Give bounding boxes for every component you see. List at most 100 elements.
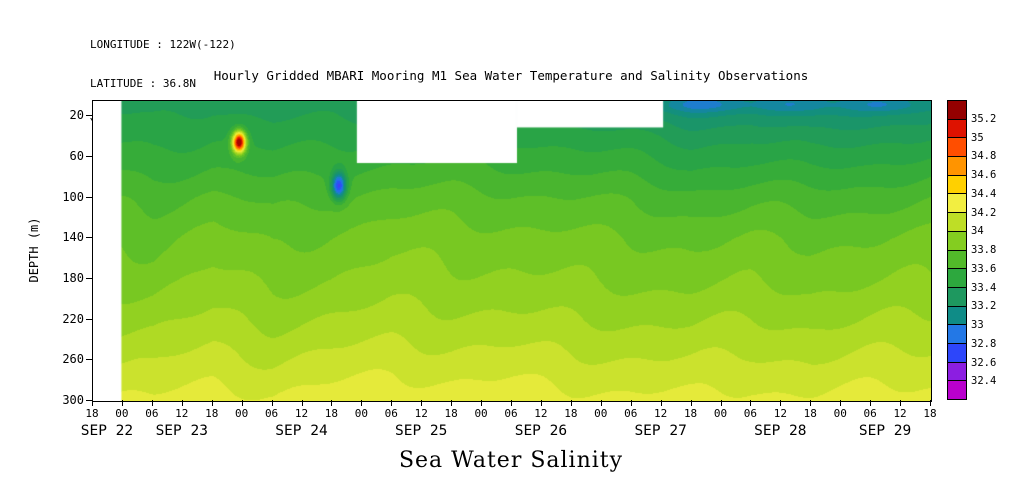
colorbar-tick-label: 34.2	[971, 206, 997, 219]
x-tick-label: 18	[444, 407, 458, 420]
colorbar-tick-label: 34.4	[971, 187, 997, 200]
colorbar-cell	[948, 193, 966, 213]
y-tick-mark	[86, 155, 92, 157]
x-tick-mark	[331, 400, 333, 406]
x-tick-label: 18	[85, 407, 99, 420]
colorbar-cell	[948, 268, 966, 287]
colorbar-cell	[948, 101, 966, 119]
colorbar-cell	[948, 230, 966, 250]
y-tick-label: 220	[62, 311, 84, 326]
x-tick-mark	[361, 400, 363, 406]
x-tick-mark	[780, 400, 782, 406]
x-date-label: SEP 23	[155, 423, 208, 439]
y-axis-label: DEPTH (m)	[27, 217, 41, 283]
colorbar-tick-label: 34	[971, 225, 984, 238]
x-date-label: SEP 22	[80, 423, 134, 439]
x-tick-mark	[870, 400, 872, 406]
x-tick-label: 12	[534, 407, 548, 420]
colorbar-cell	[948, 286, 966, 306]
x-tick-mark	[121, 400, 123, 406]
colorbar-tick-label: 33.8	[971, 244, 997, 256]
x-tick-label: 06	[384, 407, 398, 420]
x-tick-label: 00	[235, 407, 249, 420]
figure-caption: Sea Water Salinity	[398, 448, 624, 473]
x-tick-mark	[930, 400, 931, 406]
y-tick-label: 300	[62, 393, 84, 407]
colorbar-cell	[948, 324, 966, 343]
x-tick-label: 06	[863, 407, 877, 420]
x-tick-mark	[241, 400, 243, 406]
x-tick-mark	[660, 400, 662, 406]
x-tick-mark	[391, 400, 393, 406]
colorbar-tick-label: 33.6	[971, 262, 997, 275]
x-tick-label: 00	[833, 407, 847, 420]
x-tick-label: 00	[354, 407, 368, 420]
colorbar	[947, 100, 967, 400]
colorbar-cell	[948, 212, 966, 231]
colorbar-cell	[948, 137, 966, 157]
colorbar-cell	[948, 342, 966, 362]
y-tick-label: 260	[62, 352, 84, 367]
x-tick-mark	[810, 400, 812, 406]
x-tick-label: 18	[205, 407, 219, 420]
x-tick-mark	[540, 400, 542, 406]
x-tick-label: 06	[145, 407, 159, 420]
x-date-label: SEP 29	[858, 423, 912, 439]
x-tick-label: 12	[414, 407, 428, 420]
x-tick-label: 06	[264, 407, 279, 420]
y-tick-label: 60	[69, 148, 84, 163]
x-tick-mark	[481, 400, 483, 406]
plot-area	[92, 100, 932, 402]
x-tick-mark	[301, 400, 303, 406]
x-tick-mark	[720, 400, 722, 406]
x-tick-label: 00	[115, 407, 129, 420]
latitude-label: LATITUDE : 36.8N	[90, 77, 196, 90]
x-tick-label: 06	[624, 407, 638, 420]
colorbar-tick-label: 35.2	[971, 112, 997, 125]
colorbar-tick-label: 33	[971, 319, 984, 331]
x-tick-label: 18	[564, 407, 578, 420]
x-date-label: SEP 25	[395, 423, 448, 439]
x-tick-mark	[181, 400, 183, 406]
x-date-label: SEP 28	[754, 423, 807, 439]
x-tick-mark	[840, 400, 842, 406]
chart-title: Hourly Gridded MBARI Mooring M1 Sea Wate…	[213, 68, 809, 83]
x-tick-label: 18	[683, 407, 698, 420]
y-tick-mark	[86, 277, 92, 279]
x-tick-mark	[451, 400, 453, 406]
x-tick-label: 00	[474, 407, 488, 420]
colorbar-cell	[948, 118, 966, 138]
x-tick-mark	[92, 400, 93, 406]
x-tick-mark	[900, 400, 902, 406]
y-tick-mark	[86, 237, 92, 239]
colorbar-tick-label: 32.6	[971, 356, 997, 369]
y-tick-mark	[86, 115, 92, 117]
x-tick-mark	[511, 400, 512, 406]
x-tick-label: 12	[893, 407, 907, 420]
x-tick-mark	[421, 400, 423, 406]
colorbar-tick-label: 35	[971, 131, 984, 144]
x-tick-mark	[600, 400, 602, 406]
x-tick-mark	[211, 400, 213, 406]
x-tick-label: 06	[743, 407, 758, 420]
x-date-label: SEP 24	[275, 423, 328, 439]
y-tick-label: 20	[69, 108, 84, 123]
colorbar-cell	[948, 156, 966, 175]
colorbar-tick-label: 34.6	[971, 169, 997, 181]
y-tick-label: 180	[62, 270, 84, 285]
y-tick-label: 140	[62, 230, 84, 245]
colorbar-cell	[948, 249, 966, 269]
colorbar-tick-label: 32.8	[971, 337, 997, 350]
x-tick-label: 12	[654, 407, 668, 420]
x-tick-label: 00	[594, 407, 608, 420]
colorbar-tick-label: 32.4	[971, 375, 997, 388]
x-tick-label: 12	[294, 407, 309, 420]
colorbar-cell	[948, 174, 966, 194]
x-tick-label: 06	[504, 407, 518, 420]
x-tick-mark	[570, 400, 572, 406]
x-tick-label: 12	[773, 407, 787, 420]
x-tick-mark	[690, 400, 692, 406]
colorbar-tick-label: 34.8	[971, 150, 997, 163]
colorbar-cell	[948, 380, 966, 399]
